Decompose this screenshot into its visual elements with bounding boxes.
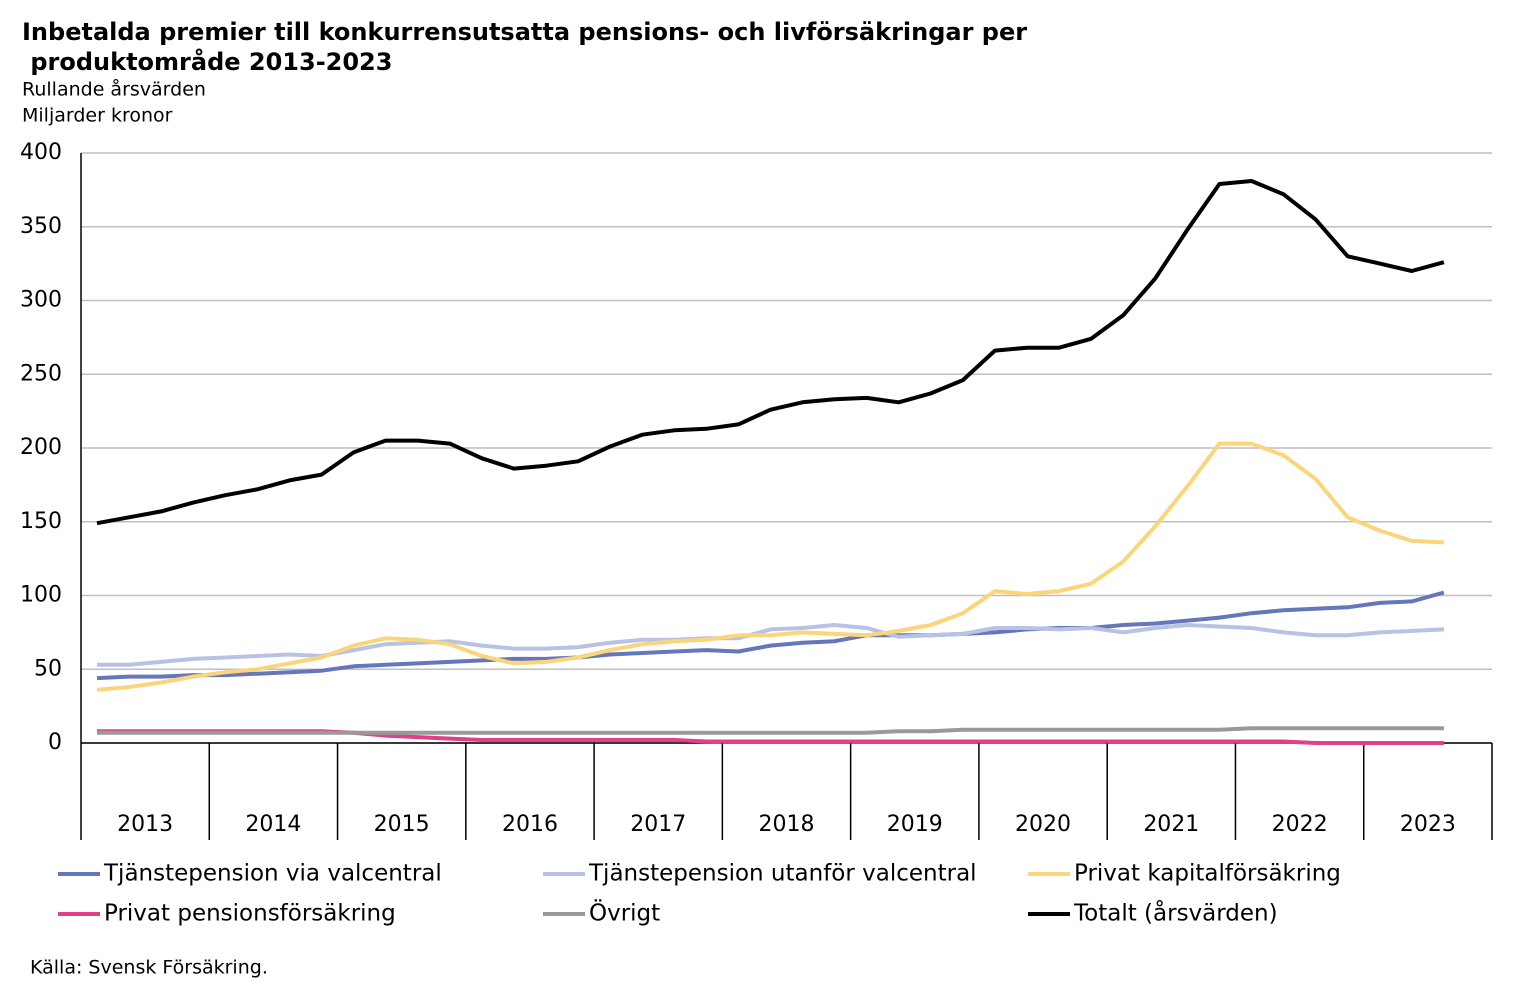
- series-line: [96, 590, 1445, 681]
- x-group-label: 2022: [1272, 812, 1328, 837]
- subtitle: Rullande årsvärden: [22, 78, 206, 101]
- x-group-label: 2021: [1143, 812, 1199, 837]
- x-group-label: 2016: [502, 812, 558, 837]
- y-tick-label: 400: [20, 140, 62, 165]
- y-tick-label: 150: [20, 509, 62, 534]
- x-group-label: 2014: [245, 812, 301, 837]
- title-line: Inbetalda premier till konkurrensutsatta…: [22, 18, 1027, 46]
- y-tick-label: 300: [20, 288, 62, 313]
- legend-label: Övrigt: [589, 899, 660, 927]
- y-tick-label: 250: [20, 361, 62, 386]
- series-line: [96, 441, 1444, 692]
- title-line: produktområde 2013-2023: [22, 47, 392, 76]
- legend-label: Privat kapitalförsäkring: [1074, 861, 1341, 887]
- series-line: [96, 179, 1445, 526]
- x-group-label: 2017: [630, 812, 686, 837]
- x-group-label: 2015: [374, 812, 430, 837]
- x-group-label: 2018: [759, 812, 815, 837]
- subtitle: Miljarder kronor: [22, 105, 173, 127]
- x-group-label: 2020: [1015, 812, 1071, 837]
- y-tick-label: 0: [48, 730, 62, 755]
- legend-label: Tjänstepension utanför valcentral: [588, 861, 977, 887]
- legend-label: Privat pensionsförsäkring: [104, 901, 396, 927]
- y-tick-label: 50: [34, 656, 62, 681]
- y-tick-label: 200: [20, 435, 62, 460]
- legend-label: Totalt (årsvärden): [1073, 899, 1278, 927]
- source: Källa: Svensk Försäkring.: [30, 957, 268, 979]
- legend-label: Tjänstepension via valcentral: [103, 861, 442, 887]
- series-line: [97, 726, 1444, 735]
- y-tick-label: 350: [20, 214, 62, 239]
- chart-title: Inbetalda premier till konkurrensutsatta…: [22, 18, 1027, 76]
- x-group-label: 2019: [887, 812, 943, 837]
- x-group-label: 2023: [1400, 812, 1456, 837]
- x-group-label: 2013: [117, 812, 173, 837]
- y-tick-label: 100: [20, 583, 62, 608]
